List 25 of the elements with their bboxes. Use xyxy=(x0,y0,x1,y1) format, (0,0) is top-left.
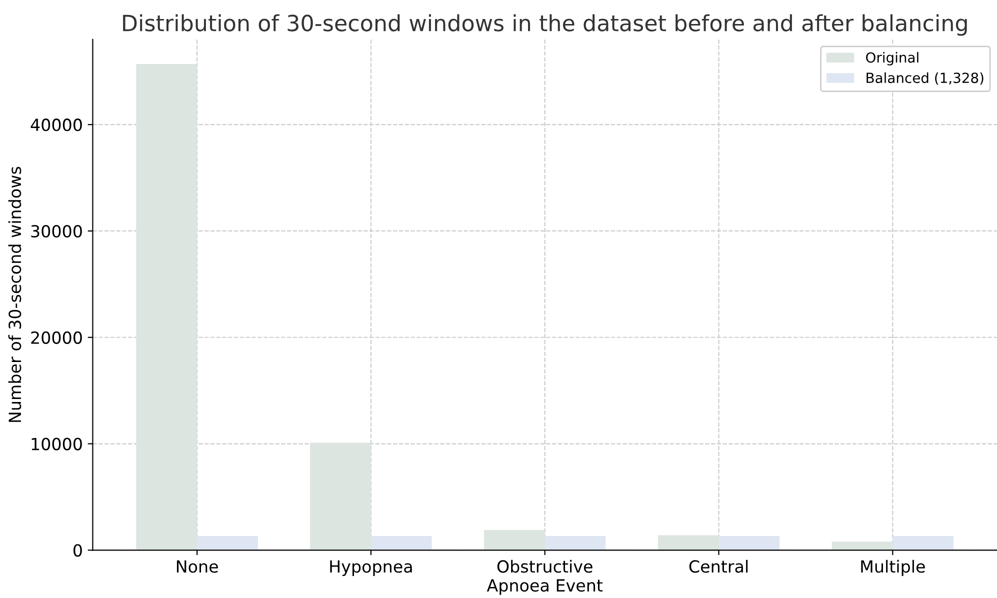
bar xyxy=(310,442,371,550)
bar xyxy=(197,536,258,550)
chart-title: Distribution of 30-second windows in the dataset before and after balancing xyxy=(123,14,967,36)
x-tick-label: Central xyxy=(689,560,748,573)
x-tick-label: None xyxy=(176,560,218,573)
bar xyxy=(370,536,432,550)
bar xyxy=(658,535,719,550)
x-tick-label: Hypopnea xyxy=(330,560,412,576)
y-tick-label: 0 xyxy=(73,544,82,557)
x-tick-label: Multiple xyxy=(861,560,925,576)
bar xyxy=(832,542,893,550)
legend-label: Balanced (1,328) xyxy=(866,72,984,85)
legend-label: Original xyxy=(866,52,918,66)
bar xyxy=(484,530,545,550)
y-tick-label: 30000 xyxy=(31,224,82,238)
bar xyxy=(718,536,780,550)
y-tick-label: 10000 xyxy=(32,438,82,450)
bar xyxy=(892,536,954,550)
x-axis-title: Apnoea Event xyxy=(486,579,603,595)
y-axis-title: Number of 30-second windows xyxy=(8,166,22,422)
x-tick-label: Obstructive xyxy=(497,560,592,573)
bar xyxy=(136,64,198,550)
bar xyxy=(544,536,606,550)
y-tick-label: 20000 xyxy=(31,331,82,344)
y-tick-label: 40000 xyxy=(30,118,82,132)
